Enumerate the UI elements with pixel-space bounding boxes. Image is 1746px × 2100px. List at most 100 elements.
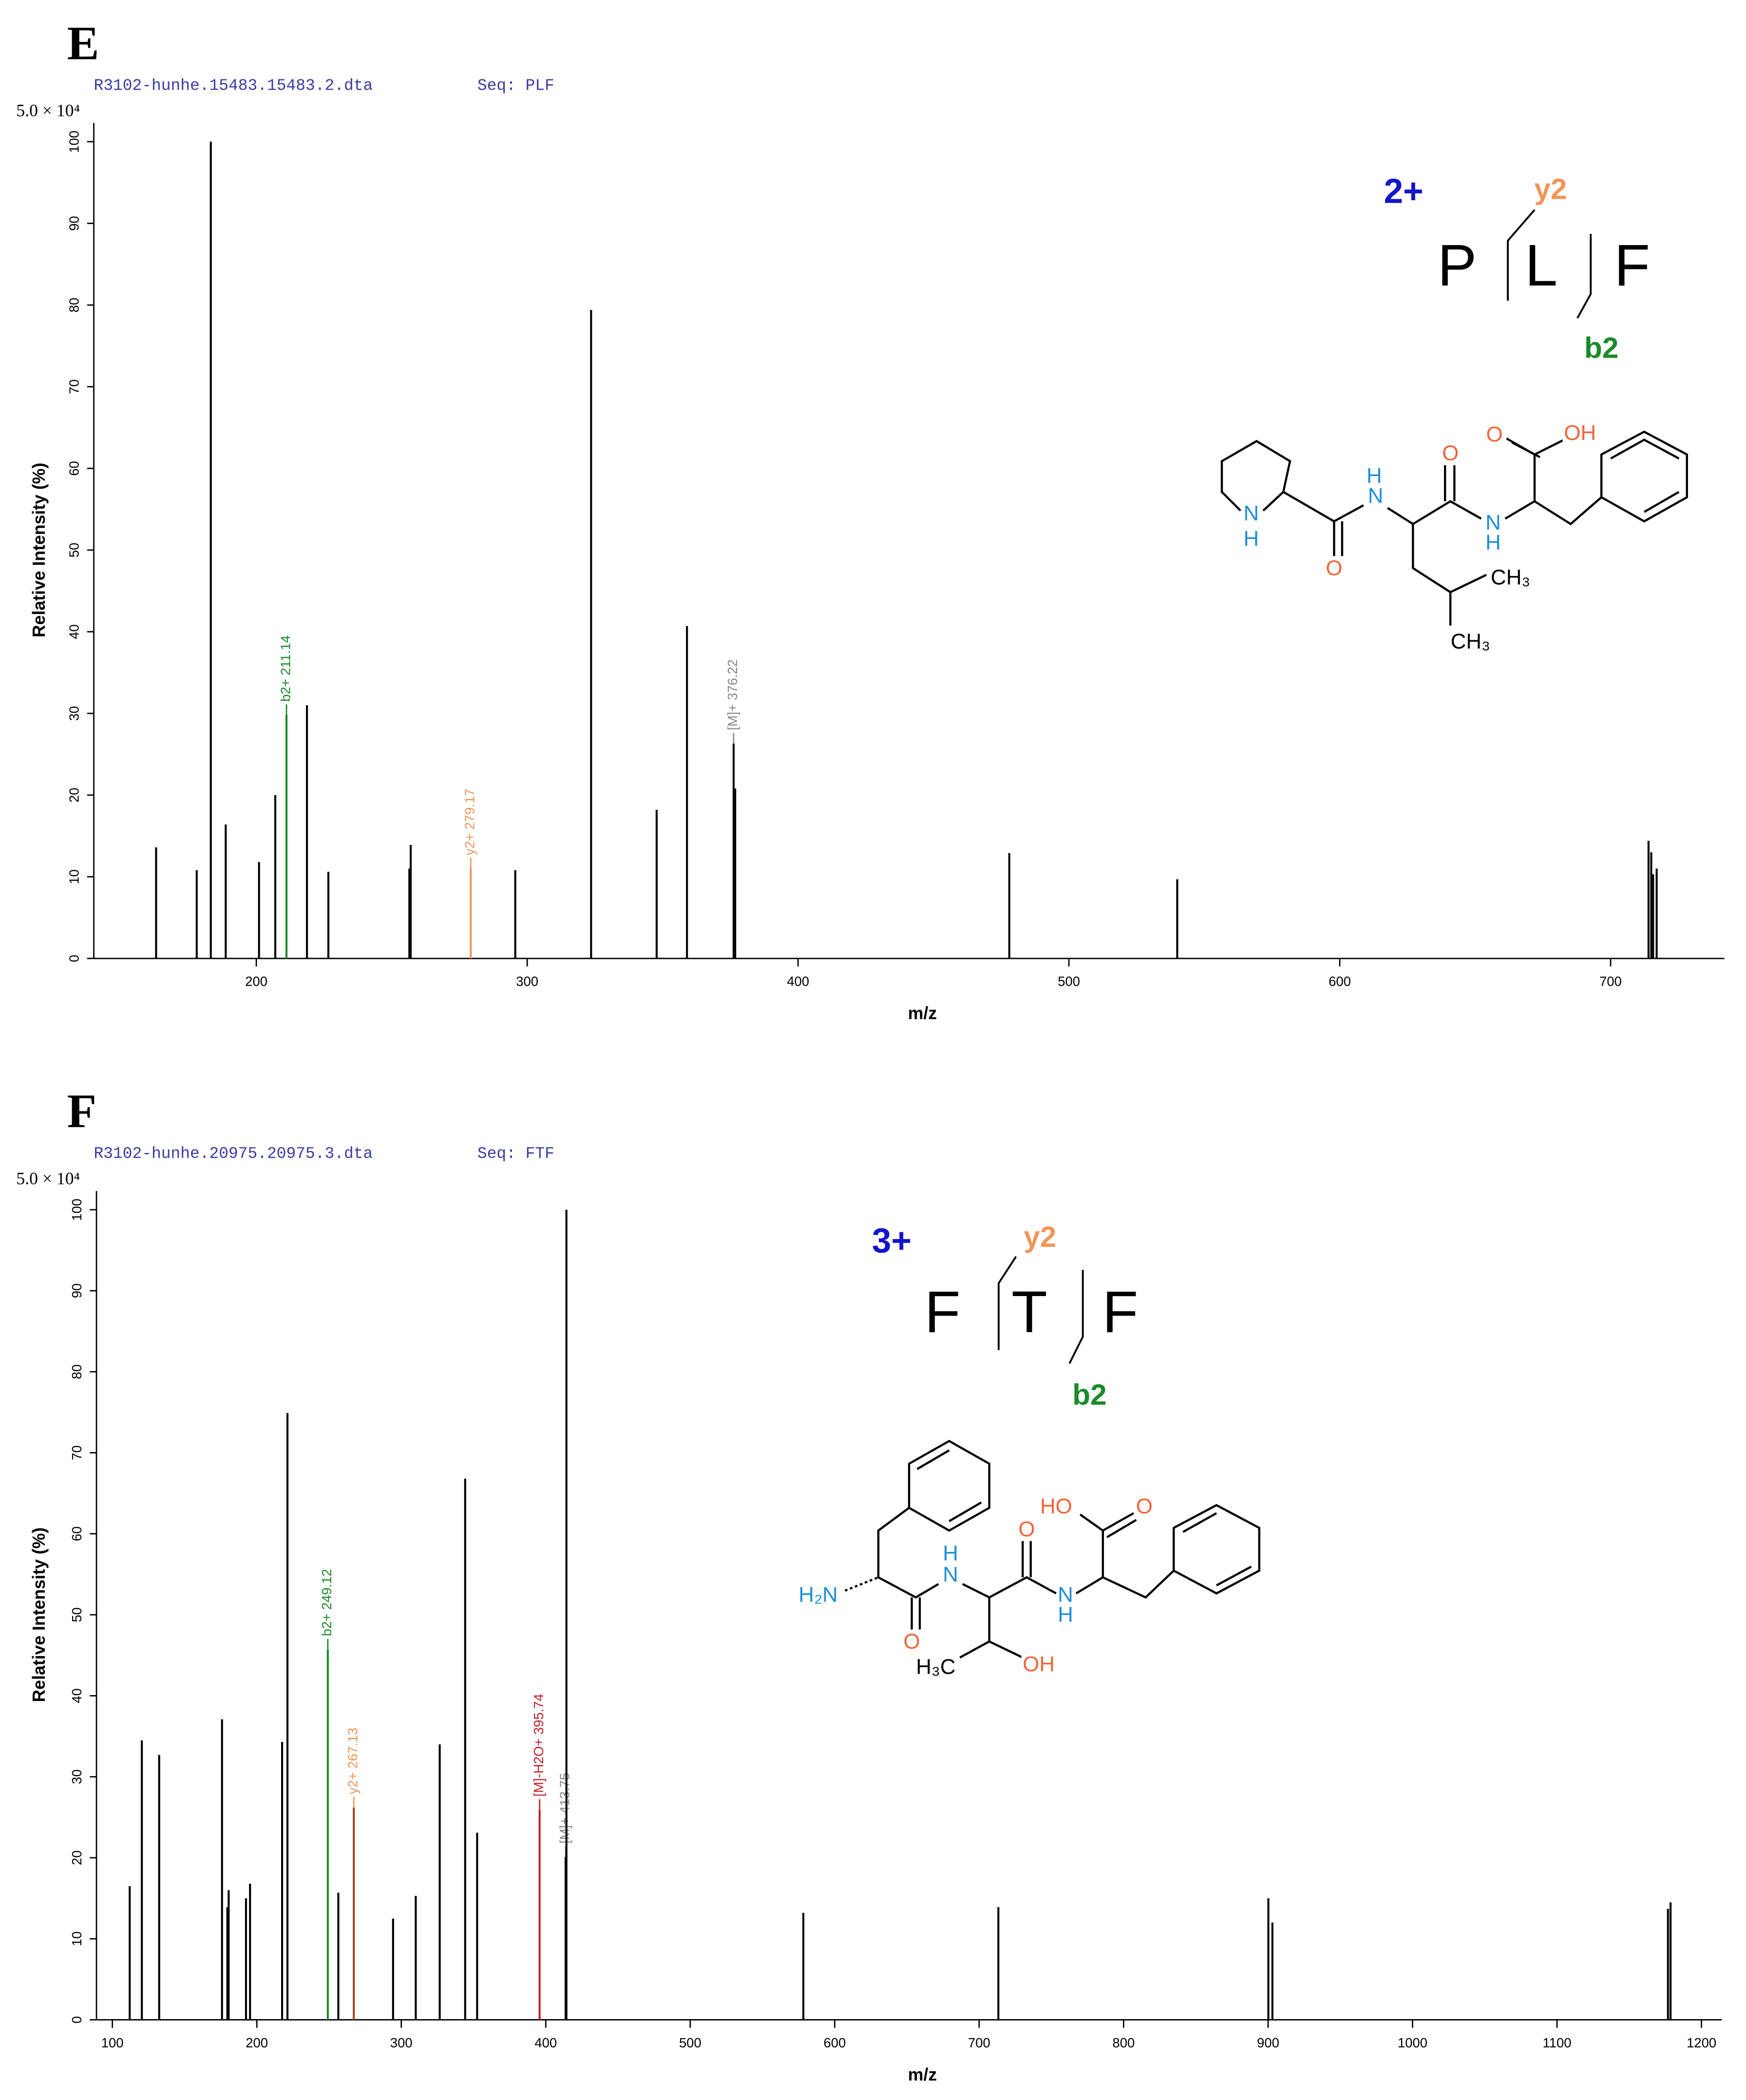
atom-label-bg [1135,1494,1154,1519]
structure-f-bonds [844,1439,1261,1659]
atom-label-bg [902,1629,922,1654]
x-tick-label: 800 [1113,2035,1135,2050]
atom-label-bg [1242,501,1260,525]
peak-label: y2+ 279.17 [462,789,477,855]
atom-label: H [1058,1603,1073,1626]
y-tick-label: 0 [69,2016,84,2024]
structure-e-bonds [1220,430,1688,626]
atom-label: N [1058,1583,1073,1606]
y-tick-label: 20 [66,788,81,803]
b-ion: b2 [1072,1378,1106,1411]
x-tick-label: 200 [246,2035,268,2050]
panel-letter: F [67,1085,96,1138]
atom-label: H₂N [798,1583,837,1606]
atom-label: O [1018,1517,1035,1541]
y-tick-label: 70 [66,379,81,394]
y-tick-label: 40 [66,624,81,639]
atom-label-bg [1484,422,1504,446]
x-tick-label: 300 [390,2035,413,2050]
y-tick-label: 50 [66,543,81,558]
atom-label-bg [1039,1494,1074,1519]
x-axis-label: m/z [908,2065,937,2084]
residue: F [1614,232,1650,298]
x-tick-label: 700 [968,2035,990,2050]
atom-label-bg [797,1583,839,1607]
atom-label: O [1442,441,1459,465]
y-tick-label: 30 [66,706,81,721]
atom-label-bg [941,1563,960,1587]
residue: T [1011,1279,1047,1345]
y-tick-label: 90 [66,216,81,231]
sequence: Seq: PLF [477,76,554,95]
atom-label-bg [1484,511,1502,535]
x-tick-label: 1100 [1543,2035,1572,2050]
atom-label-bg [1489,565,1532,590]
atom-label: N [1485,511,1501,535]
y-tick-label: 70 [69,1445,84,1460]
y-axis-label: Relative Intensity (%) [29,463,49,638]
file-name: R3102-hunhe.20975.20975.3.dta [94,1145,373,1163]
atom-label-bg [1366,484,1385,508]
residue: F [925,1279,961,1345]
x-tick-label: 100 [101,2035,124,2050]
x-tick-label: 900 [1257,2035,1279,2050]
atom-label: O [1136,1494,1153,1518]
peak-label: b2+ 211.14 [278,635,293,702]
y-axis-label: Relative Intensity (%) [29,1527,49,1702]
x-tick-label: 1200 [1687,2035,1716,2050]
atom-label-bg [1021,1652,1056,1676]
x-tick-label: 400 [534,2035,557,2050]
y-tick-label: 60 [69,1527,84,1542]
atom-label-bg [1365,464,1384,488]
y-ion: y2 [1534,172,1567,205]
residue: P [1438,232,1477,298]
x-tick-label: 500 [679,2035,702,2050]
y-tick-label: 30 [69,1769,84,1784]
atom-label-bg [1441,441,1460,465]
atom-label-bg [1242,526,1260,551]
atom-label: N [943,1563,958,1586]
y-tick-label: 100 [69,1199,84,1221]
y-tick-label: 100 [66,131,81,153]
x-tick-label: 200 [245,974,267,989]
residue: F [1102,1279,1139,1345]
y-tick-label: 90 [69,1283,84,1298]
atom-label-bg [1449,630,1492,654]
atom-label: CH₃ [1491,566,1530,590]
atom-label: CH₃ [1451,630,1490,653]
peak-label: y2+ 267.13 [345,1728,361,1794]
atom-label: H₃C [916,1655,955,1679]
atom-label-bg [1056,1583,1075,1607]
ion-charge: 2+ [1384,172,1423,211]
scale-label: 5.0 × 10⁴ [16,101,80,120]
atom-label-bg [1484,531,1502,555]
y-tick-label: 40 [69,1688,84,1703]
x-tick-label: 500 [1058,974,1080,989]
atom-label: N [1368,484,1384,508]
scale-label: 5.0 × 10⁴ [16,1169,80,1188]
b-ion: b2 [1584,331,1618,364]
y-tick-label: 50 [69,1607,84,1623]
x-tick-label: 600 [1328,974,1351,989]
y-ion: y2 [1024,1220,1056,1253]
atom-label-bg [1017,1517,1037,1541]
y-tick-label: 20 [69,1851,84,1866]
y-tick-label: 80 [66,298,81,313]
atom-label: O [1326,556,1342,580]
atom-label: N [1244,501,1259,525]
atom-label-bg [914,1655,957,1679]
atom-label: O [903,1629,920,1653]
atom-label: OH [1023,1652,1055,1676]
sequence-brackets [997,209,1592,1364]
x-tick-label: 1000 [1398,2035,1427,2050]
peak-label: b2+ 249.12 [319,1569,334,1636]
x-tick-label: 300 [516,974,538,989]
atom-label-bg [941,1541,960,1565]
atom-label-bg [1562,421,1597,445]
atom-label: H [1244,527,1259,551]
atom-label-bg [1324,556,1344,580]
x-tick-label: 400 [787,974,809,989]
residue: L [1525,232,1557,298]
y-tick-label: 10 [66,869,81,884]
